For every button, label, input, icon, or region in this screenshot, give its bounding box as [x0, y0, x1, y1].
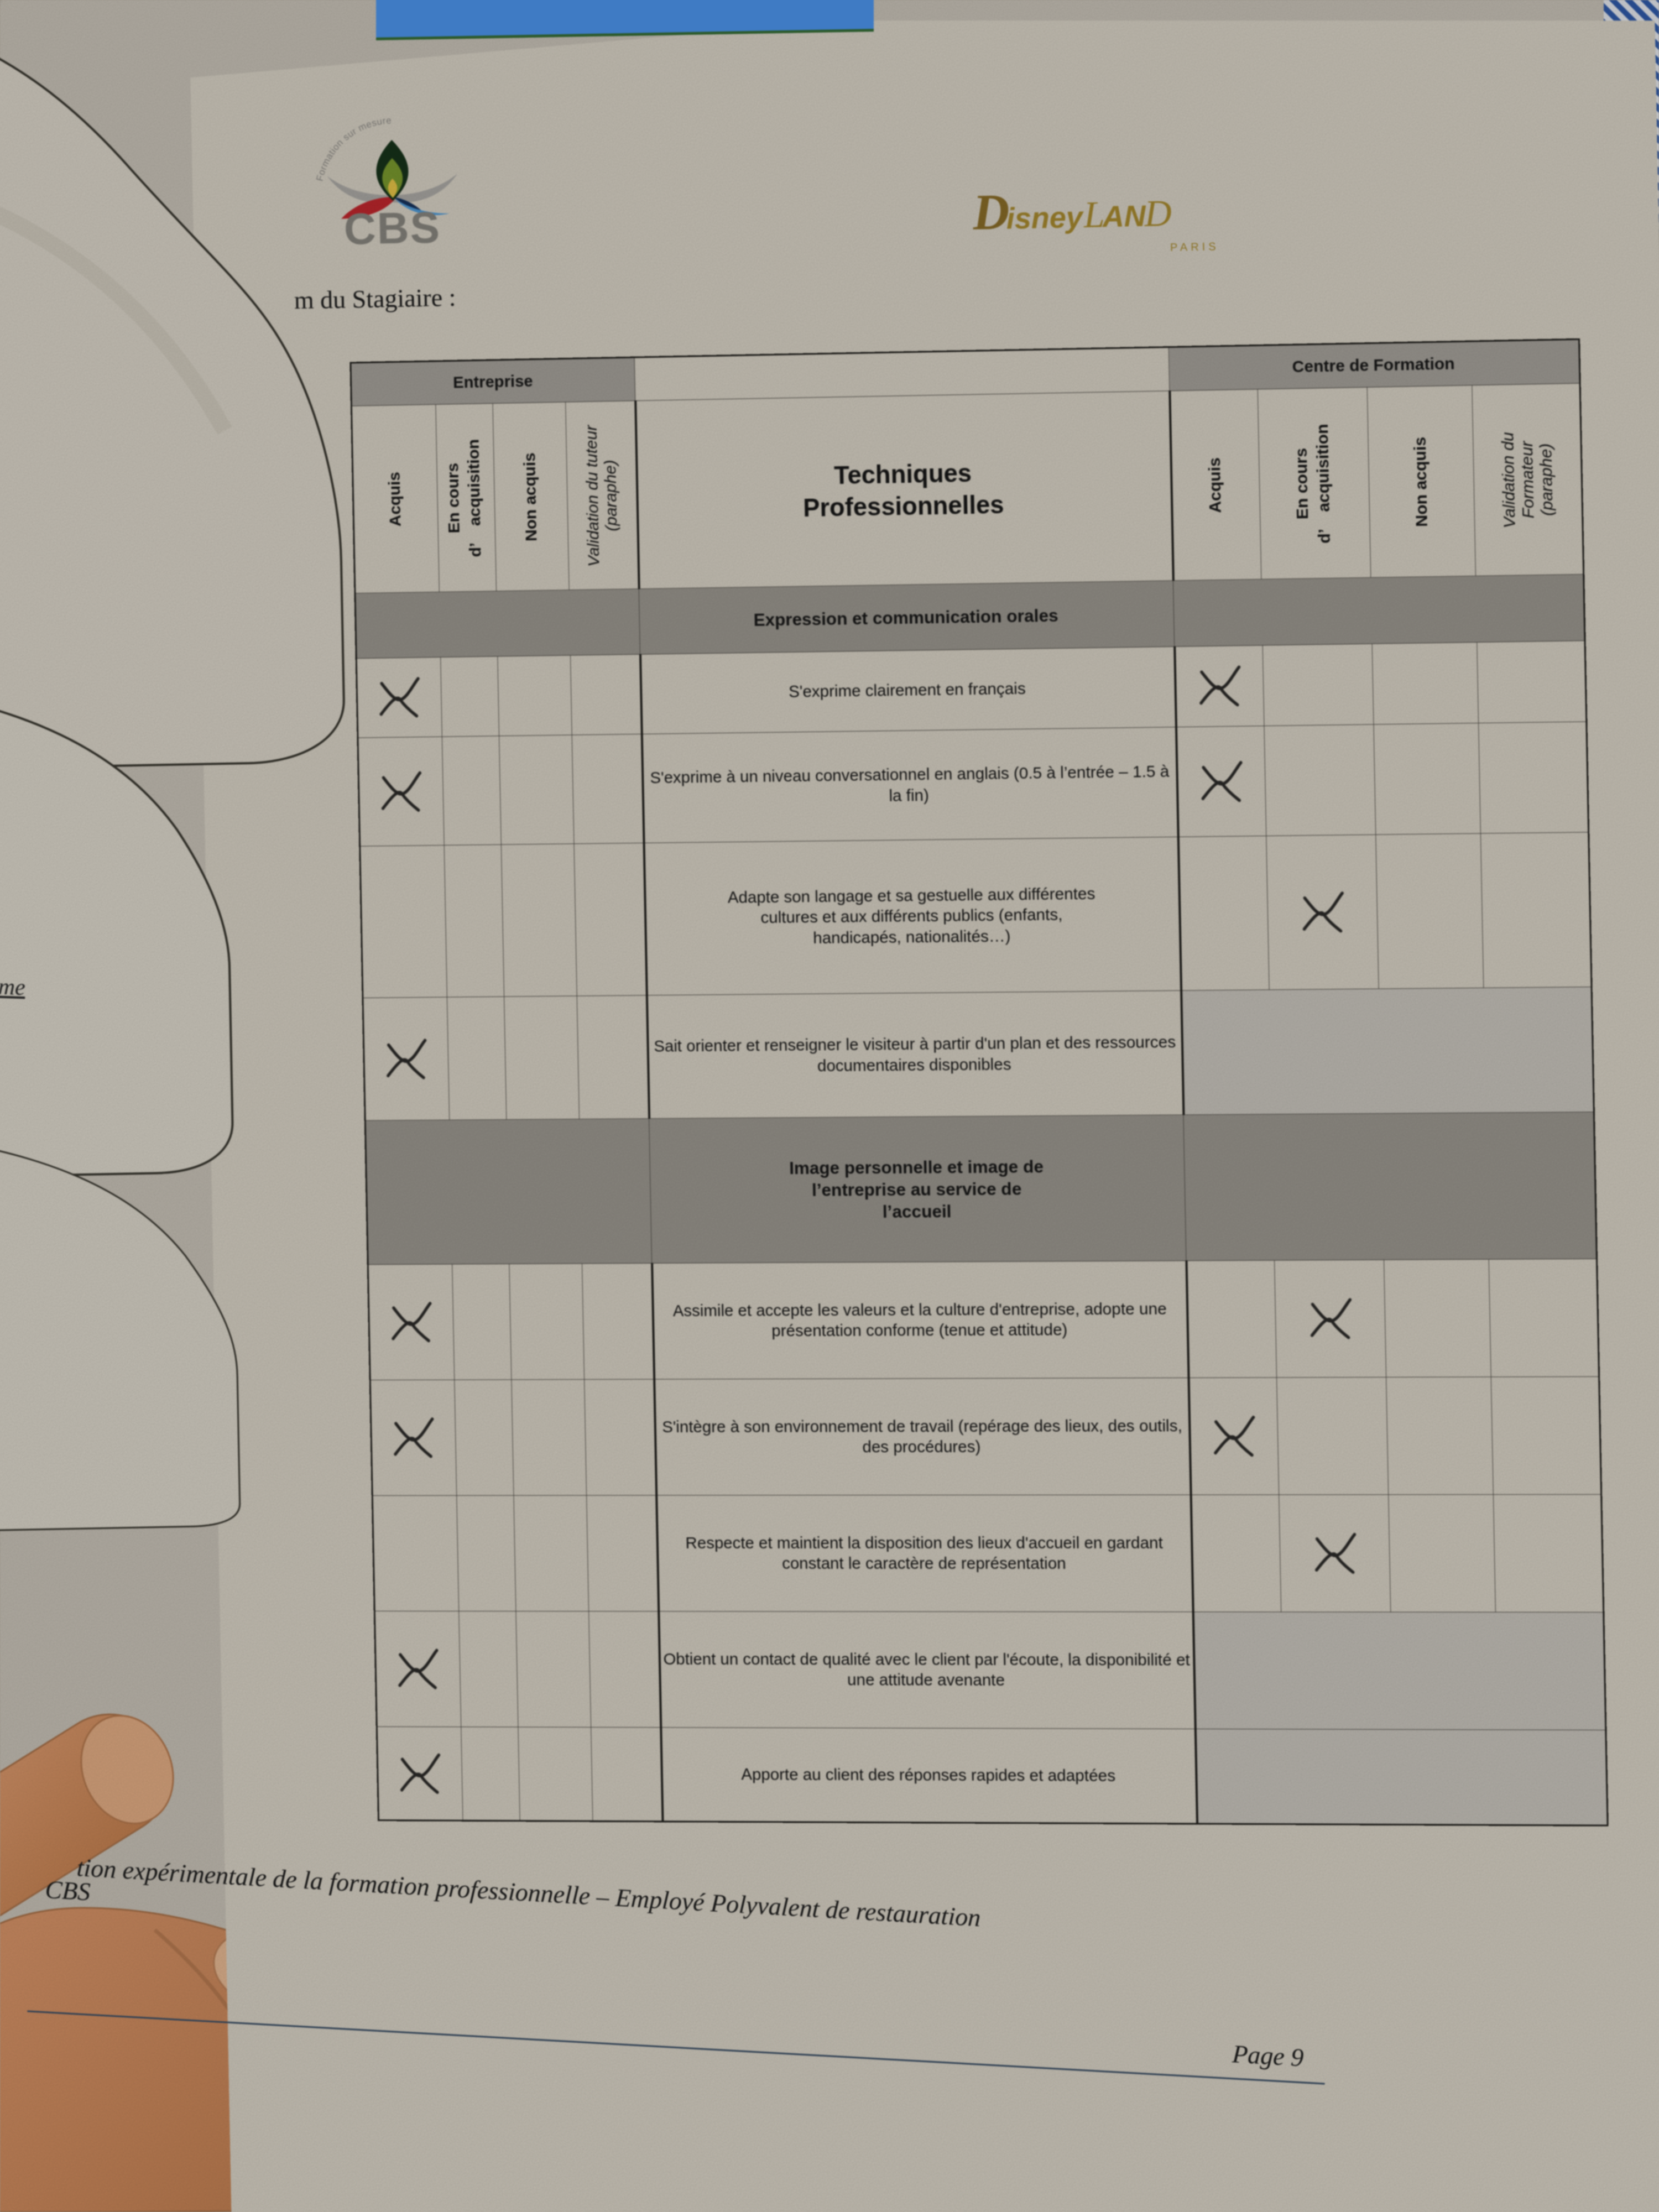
svg-text:CBS: CBS: [343, 202, 441, 253]
svg-text:DisneyLAND: DisneyLAND: [972, 180, 1172, 241]
svg-text:PARIS: PARIS: [1170, 241, 1219, 254]
